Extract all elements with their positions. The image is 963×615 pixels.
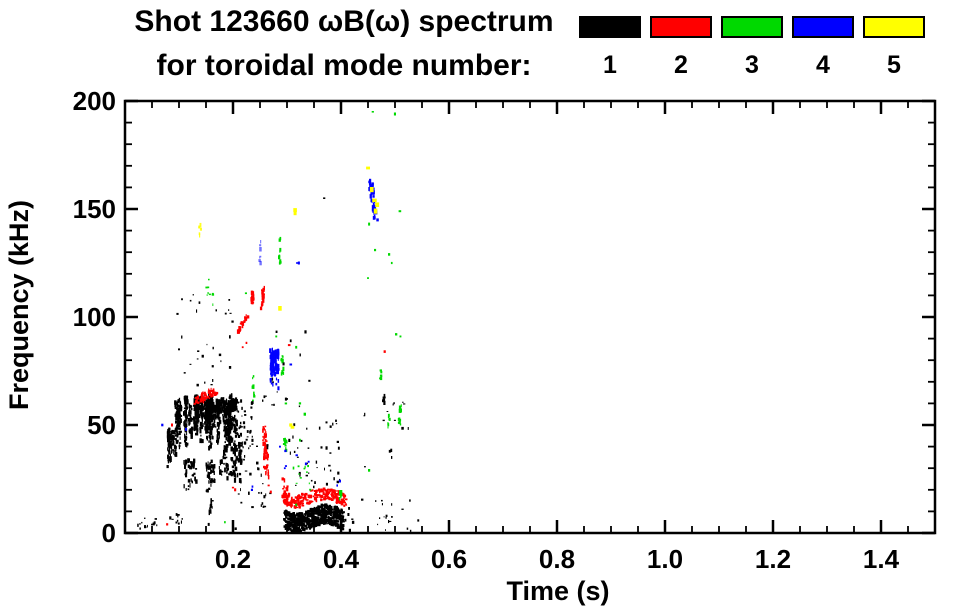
legend-item-mode-4: 4	[792, 16, 854, 78]
figure-title-line1: Shot 123660 ωB(ω) spectrum	[134, 5, 554, 38]
data-points-layer	[137, 111, 420, 534]
y-tick-label: 100	[73, 302, 116, 332]
legend-swatch-mode-3	[721, 16, 783, 38]
series-mode-2-points	[166, 285, 386, 526]
legend-swatch-mode-5	[863, 16, 925, 38]
legend-item-mode-2: 2	[650, 16, 712, 78]
x-axis-title: Time (s)	[506, 576, 609, 606]
x-tick-label: 0.8	[539, 544, 575, 574]
series-mode-4-points	[161, 178, 379, 491]
legend-swatch-mode-2	[650, 16, 712, 38]
x-tick-label: 0.2	[215, 544, 251, 574]
y-axis-ticks: 0 50 100 150 200	[73, 86, 935, 548]
y-tick-label: 50	[87, 410, 116, 440]
series-mode-3-points	[205, 111, 402, 524]
legend-item-mode-1: 1	[579, 16, 641, 78]
x-tick-label: 0.4	[323, 544, 360, 574]
mode-legend: 1 2 3 4 5	[579, 16, 925, 78]
legend-swatch-mode-4	[792, 16, 854, 38]
x-tick-label: 1.0	[647, 544, 683, 574]
x-tick-label: 1.2	[755, 544, 791, 574]
x-axis-ticks: 0.2 0.4 0.6 0.8 1.0 1.2 1.4	[151, 101, 909, 574]
x-tick-label: 1.4	[863, 544, 900, 574]
axes-layer: 0.2 0.4 0.6 0.8 1.0 1.2 1.4 0 50 100 150 200	[73, 86, 937, 574]
legend-swatch-mode-1	[579, 16, 641, 38]
y-axis-title: Frequency (kHz)	[4, 200, 34, 410]
series-mode-5-points	[198, 166, 380, 429]
y-tick-label: 200	[73, 86, 116, 116]
legend-label-mode-1: 1	[603, 51, 617, 79]
legend-label-mode-2: 2	[674, 51, 688, 79]
legend-item-mode-3: 3	[721, 16, 783, 78]
figure-title-line2: for toroidal mode number:	[156, 49, 532, 82]
legend-label-mode-3: 3	[745, 51, 759, 79]
legend-label-mode-5: 5	[887, 51, 901, 79]
y-tick-label: 150	[73, 194, 116, 224]
legend-item-mode-5: 5	[863, 16, 925, 78]
x-tick-label: 0.6	[431, 544, 467, 574]
y-tick-label: 0	[102, 518, 116, 548]
legend-label-mode-4: 4	[816, 51, 830, 79]
